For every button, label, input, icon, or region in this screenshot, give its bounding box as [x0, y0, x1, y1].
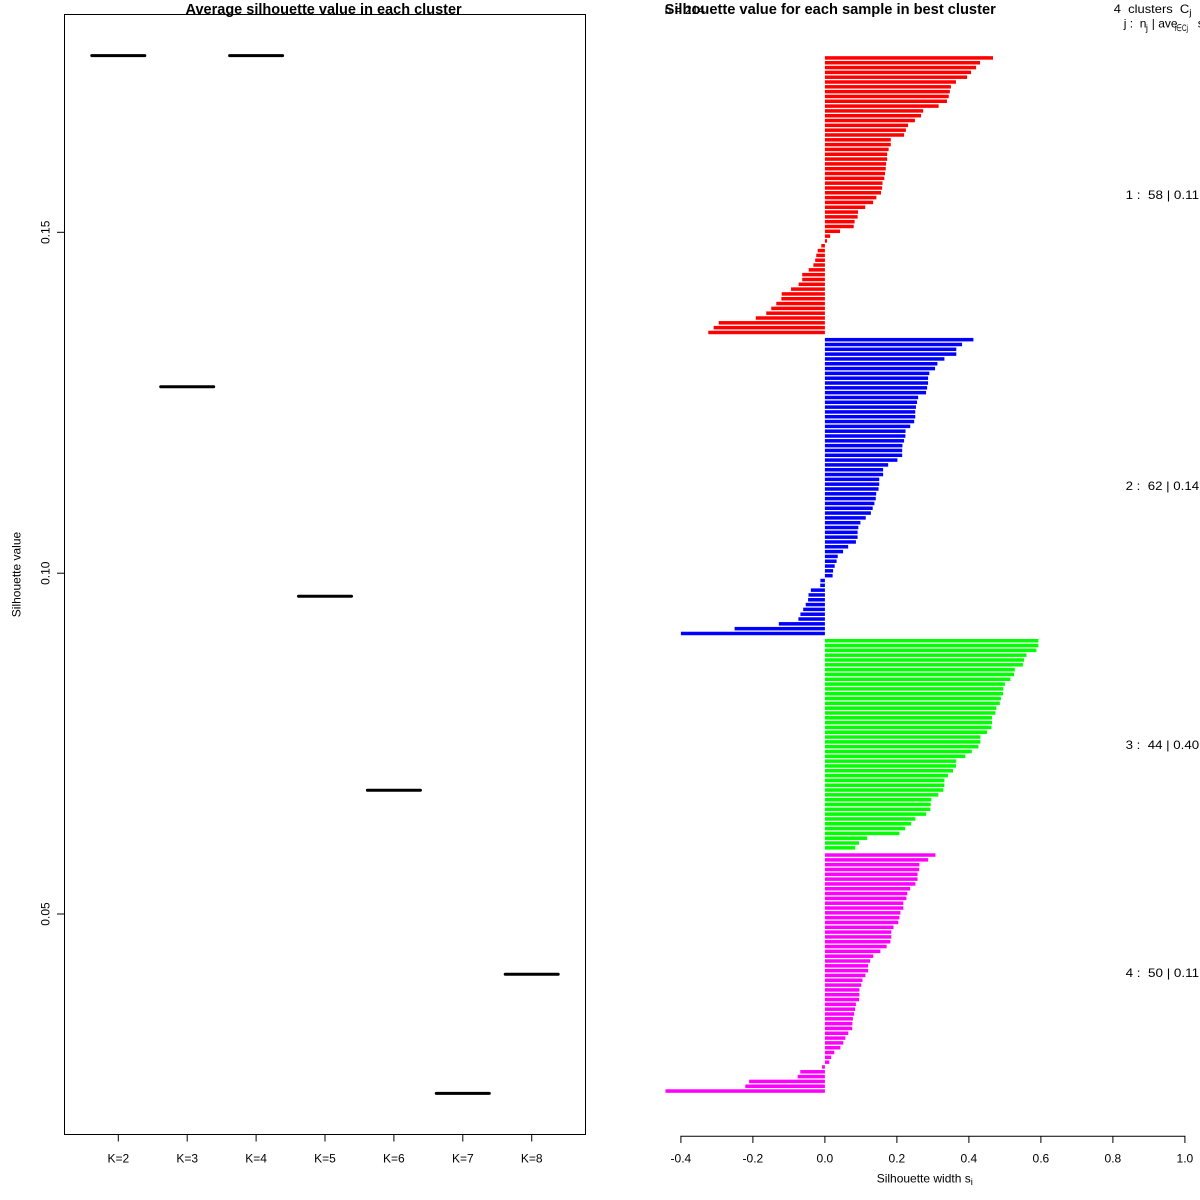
svg-text:0.8: 0.8	[1105, 1152, 1122, 1166]
svg-text:K=7: K=7	[452, 1152, 474, 1166]
svg-text:0.05: 0.05	[39, 902, 53, 926]
svg-text:0.4: 0.4	[961, 1152, 978, 1166]
svg-text:Average silhouette value in ea: Average silhouette value in each cluster	[186, 2, 463, 18]
svg-text:n = 214: n = 214	[665, 3, 706, 17]
svg-text:0.10: 0.10	[39, 561, 53, 585]
svg-text:Silhouette width si: Silhouette width si	[877, 1171, 973, 1187]
svg-text:-0.2: -0.2	[743, 1152, 764, 1166]
svg-text:3 : 44 | 0.40: 3 : 44 | 0.40	[1126, 738, 1200, 752]
svg-text:4 clusters Cj: 4 clusters Cj	[1114, 2, 1192, 18]
svg-text:1.0: 1.0	[1177, 1152, 1194, 1166]
svg-text:4 : 50 | 0.11: 4 : 50 | 0.11	[1126, 966, 1200, 980]
svg-text:K=5: K=5	[314, 1152, 336, 1166]
svg-text:K=6: K=6	[383, 1152, 405, 1166]
svg-text:K=8: K=8	[521, 1152, 543, 1166]
svg-text:i∈Cj: i∈Cj	[1175, 22, 1188, 33]
svg-text:Silhouette value for each samp: Silhouette value for each sample in best…	[665, 2, 997, 18]
svg-text:2 : 62 | 0.14: 2 : 62 | 0.14	[1126, 479, 1200, 493]
svg-text:1 : 58 | 0.11: 1 : 58 | 0.11	[1126, 188, 1200, 202]
svg-text:| ave: | ave	[1152, 16, 1178, 30]
svg-text:0.0: 0.0	[817, 1152, 834, 1166]
svg-text:K=3: K=3	[176, 1152, 198, 1166]
svg-text:0.6: 0.6	[1033, 1152, 1050, 1166]
svg-text:-0.4: -0.4	[671, 1152, 692, 1166]
svg-text:0.15: 0.15	[39, 220, 53, 244]
svg-text:K=4: K=4	[245, 1152, 267, 1166]
svg-text:K=2: K=2	[107, 1152, 129, 1166]
svg-text:j : n: j : n	[1123, 16, 1147, 30]
svg-text:j: j	[1145, 22, 1148, 33]
svg-text:0.2: 0.2	[889, 1152, 906, 1166]
svg-text:Silhouette value: Silhouette value	[10, 531, 24, 617]
svg-text:s: s	[1198, 16, 1200, 30]
